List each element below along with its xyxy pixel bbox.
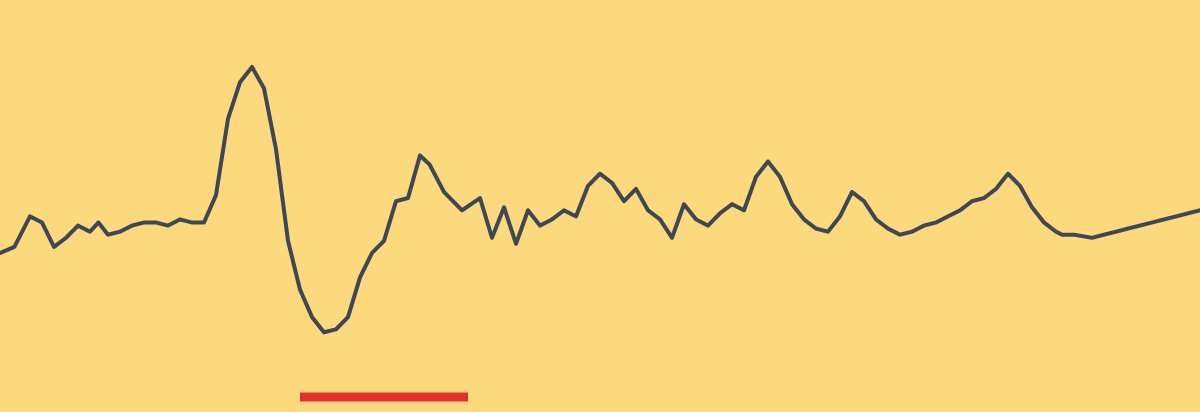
series-line-0 xyxy=(0,65,1200,335)
